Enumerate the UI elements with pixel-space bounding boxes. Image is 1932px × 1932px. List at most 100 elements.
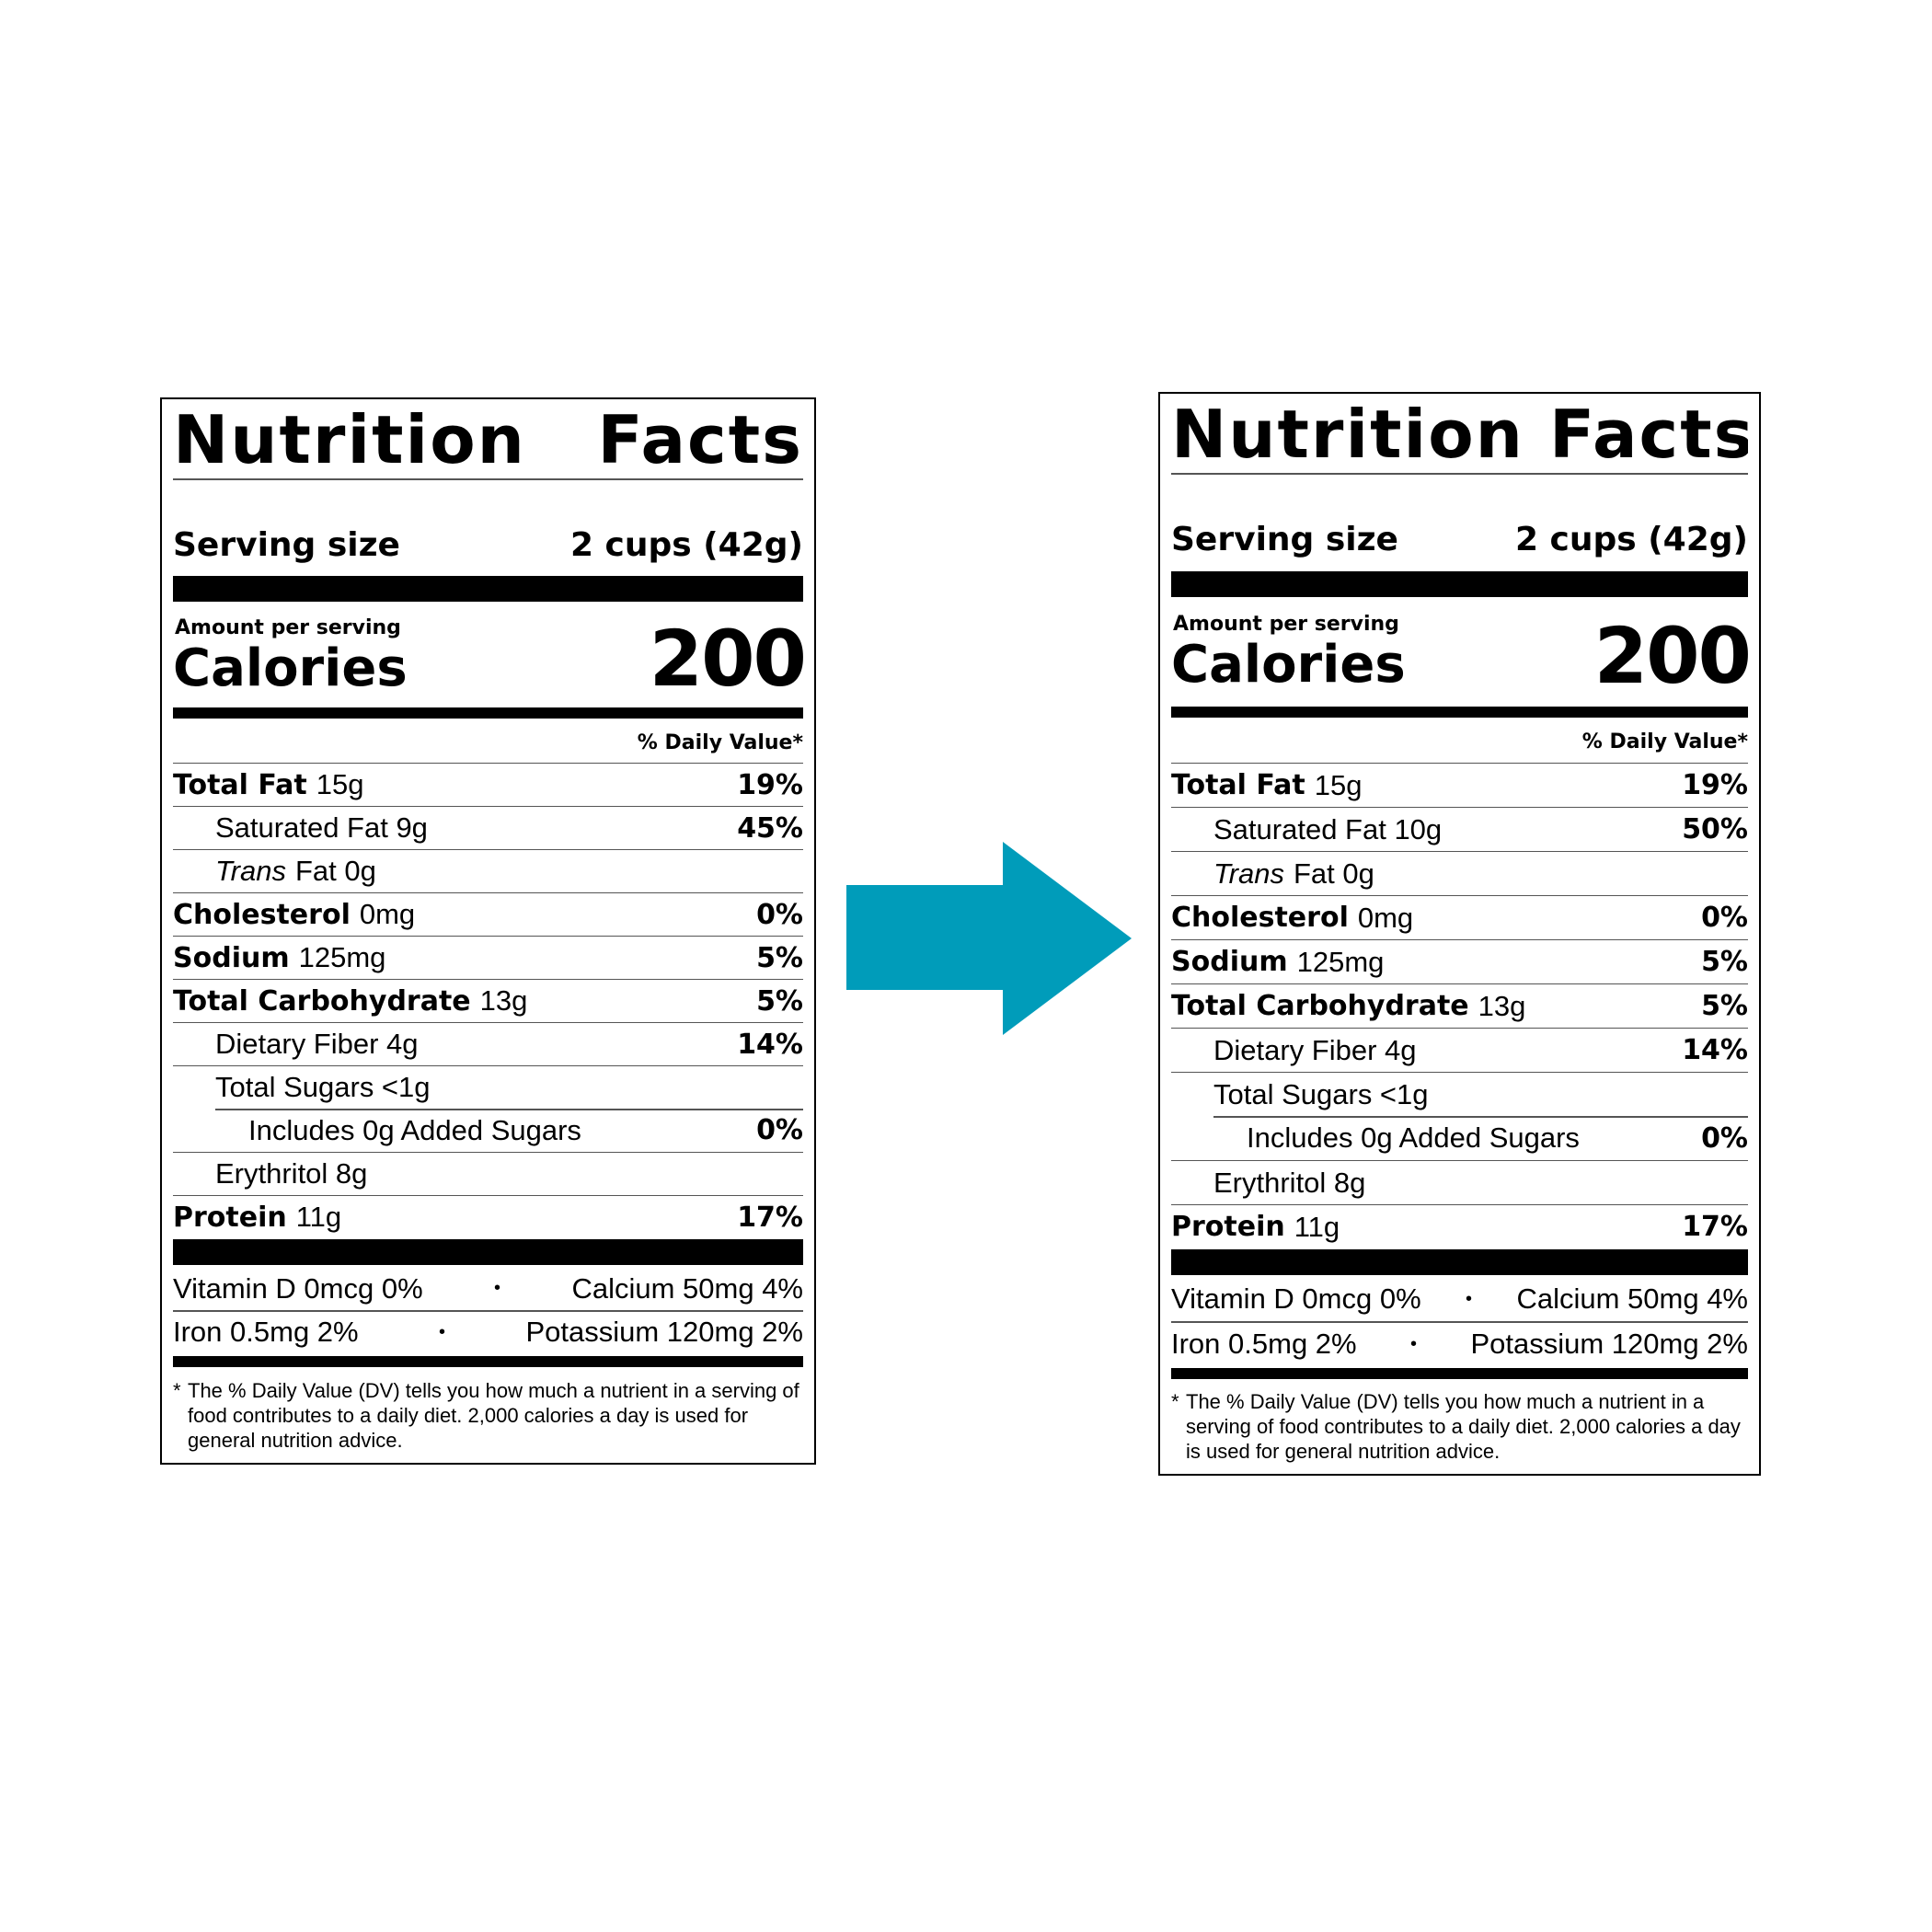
calories-label: Calories <box>173 638 408 698</box>
daily-value-percent: 19% <box>1682 769 1748 801</box>
iron: Iron 0.5mg 2% <box>1171 1328 1357 1360</box>
nutrient-row-sodium: Sodium 125mg 5% <box>1171 939 1748 983</box>
nutrient-name: Erythritol 8g <box>1213 1166 1366 1199</box>
divider-thin <box>173 1310 803 1312</box>
daily-value-header: % Daily Value* <box>637 731 803 754</box>
divider-thick <box>173 1239 803 1265</box>
daily-value-header: % Daily Value* <box>1581 730 1748 753</box>
nutrient-name: Total Carbohydrate <box>1171 990 1469 1022</box>
nutrient-row-protein: Protein 11g 17% <box>1171 1204 1748 1248</box>
nutrient-amount: 13g <box>479 984 528 1017</box>
nutrition-label-after: Nutrition Facts Serving size 2 cups (42g… <box>1158 392 1761 1476</box>
bullet: • <box>439 1321 446 1342</box>
mineral-row: Iron 0.5mg 2% • Potassium 120mg 2% <box>173 1311 803 1353</box>
daily-value-percent: 5% <box>1701 990 1748 1022</box>
footnote: * The % Daily Value (DV) tells you how m… <box>1171 1389 1748 1464</box>
nutrient-row-dietary-fiber: Dietary Fiber 4g 14% <box>173 1022 803 1065</box>
nutrient-name: Saturated Fat 9g <box>215 811 428 844</box>
nutrient-row-protein: Protein 11g 17% <box>173 1195 803 1238</box>
right-arrow-icon <box>846 842 1132 1035</box>
bullet: • <box>1466 1288 1473 1309</box>
divider-thick <box>1171 571 1748 597</box>
daily-value-percent: 5% <box>756 941 803 974</box>
nutrient-name: Includes 0g Added Sugars <box>1247 1121 1580 1154</box>
calories-value: 200 <box>1593 611 1752 701</box>
added-sugars-divider <box>1213 1116 1748 1118</box>
divider-medium <box>1171 707 1748 718</box>
nutrient-amount: 0mg <box>1357 901 1414 934</box>
mineral-row: Iron 0.5mg 2% • Potassium 120mg 2% <box>1171 1322 1748 1366</box>
nutrient-name: Protein <box>173 1201 287 1234</box>
nutrient-amount: 13g <box>1478 989 1526 1022</box>
serving-size-row: Serving size 2 cups (42g) <box>1171 515 1748 563</box>
potassium: Potassium 120mg 2% <box>1470 1328 1748 1360</box>
calcium: Calcium 50mg 4% <box>571 1271 803 1305</box>
footnote-asterisk: * <box>173 1379 181 1402</box>
nutrient-name: Protein <box>1171 1211 1285 1243</box>
nutrient-amount: 0mg <box>359 898 416 930</box>
nutrient-amount: 125mg <box>298 941 386 973</box>
nutrient-name: Cholesterol <box>1171 902 1349 934</box>
divider-thin <box>1171 1321 1748 1323</box>
divider-medium <box>173 707 803 719</box>
nutrient-rows: Total Fat 15g 19% Saturated Fat 10g 50% T… <box>1171 763 1748 1248</box>
nutrient-row-total-carbohydrate: Total Carbohydrate 13g 5% <box>173 979 803 1022</box>
daily-value-percent: 5% <box>1701 946 1748 978</box>
divider-medium <box>1171 1368 1748 1379</box>
daily-value-percent: 50% <box>1682 813 1748 845</box>
footnote: * The % Daily Value (DV) tells you how m… <box>173 1378 803 1453</box>
nutrient-name: Total Fat <box>1171 769 1305 801</box>
nutrient-name: Sodium <box>173 941 290 974</box>
amount-per-serving: Amount per serving <box>175 616 401 639</box>
daily-value-percent: 17% <box>737 1201 803 1234</box>
vitamin-row: Vitamin D 0mcg 0% • Calcium 50mg 4% <box>1171 1277 1748 1321</box>
nutrient-row-erythritol: Erythritol 8g <box>173 1152 803 1195</box>
nutrient-amount: 15g <box>316 768 364 800</box>
nutrient-name: Includes 0g Added Sugars <box>248 1113 581 1146</box>
nutrient-row-total-sugars: Total Sugars <1g <box>1171 1072 1748 1116</box>
nutrient-name: Fat 0g <box>1293 857 1374 890</box>
nutrient-row-trans-fat: Trans Fat 0g <box>173 849 803 892</box>
nutrient-name: Total Sugars <1g <box>215 1071 431 1103</box>
nutrient-row-dietary-fiber: Dietary Fiber 4g 14% <box>1171 1028 1748 1072</box>
daily-value-percent: 45% <box>737 811 803 845</box>
nutrient-row-cholesterol: Cholesterol 0mg 0% <box>173 892 803 936</box>
serving-size-row: Serving size 2 cups (42g) <box>173 521 803 569</box>
vitamin-row: Vitamin D 0mcg 0% • Calcium 50mg 4% <box>173 1267 803 1310</box>
nutrient-rows: Total Fat 15g 19% Saturated Fat 9g 45% Tr… <box>173 763 803 1238</box>
daily-value-percent: 0% <box>756 898 803 931</box>
divider-medium <box>173 1356 803 1367</box>
bullet: • <box>494 1278 501 1298</box>
calories-label: Calories <box>1171 635 1406 695</box>
nutrient-row-trans-fat: Trans Fat 0g <box>1171 851 1748 895</box>
daily-value-percent: 5% <box>756 984 803 1018</box>
nutrient-name: Saturated Fat 10g <box>1213 812 1443 845</box>
serving-size-value: 2 cups (42g) <box>569 525 803 564</box>
calories-value: 200 <box>649 614 807 704</box>
serving-size-value: 2 cups (42g) <box>1514 520 1748 558</box>
nutrient-amount: 11g <box>1294 1210 1340 1243</box>
nutrient-row-total-fat: Total Fat 15g 19% <box>1171 763 1748 807</box>
footnote-text: The % Daily Value (DV) tells you how muc… <box>188 1379 799 1452</box>
divider-thin <box>1171 473 1748 475</box>
daily-value-percent: 14% <box>1682 1034 1748 1066</box>
divider-thick <box>173 576 803 602</box>
daily-value-percent: 19% <box>737 768 803 801</box>
nutrient-amount: 11g <box>295 1201 342 1233</box>
nutrient-row-cholesterol: Cholesterol 0mg 0% <box>1171 895 1748 939</box>
nutrient-row-total-carbohydrate: Total Carbohydrate 13g 5% <box>1171 983 1748 1028</box>
calcium: Calcium 50mg 4% <box>1516 1282 1748 1315</box>
daily-value-percent: 0% <box>1701 1121 1748 1155</box>
nutrient-name: Dietary Fiber 4g <box>215 1028 419 1060</box>
divider-thin <box>173 478 803 480</box>
nutrient-row-added-sugars: Includes 0g Added Sugars 0% <box>1171 1116 1748 1160</box>
nutrient-row-added-sugars: Includes 0g Added Sugars 0% <box>173 1109 803 1152</box>
nutrient-name: Total Fat <box>173 768 307 801</box>
nutrient-name: Erythritol 8g <box>215 1157 368 1190</box>
nutrient-name: Sodium <box>1171 946 1288 978</box>
nutrient-amount: 125mg <box>1296 945 1385 978</box>
divider-thick <box>1171 1249 1748 1275</box>
nutrient-name-italic: Trans <box>215 855 286 887</box>
nutrient-row-total-sugars: Total Sugars <1g <box>173 1065 803 1109</box>
nutrient-name: Dietary Fiber 4g <box>1213 1033 1417 1066</box>
